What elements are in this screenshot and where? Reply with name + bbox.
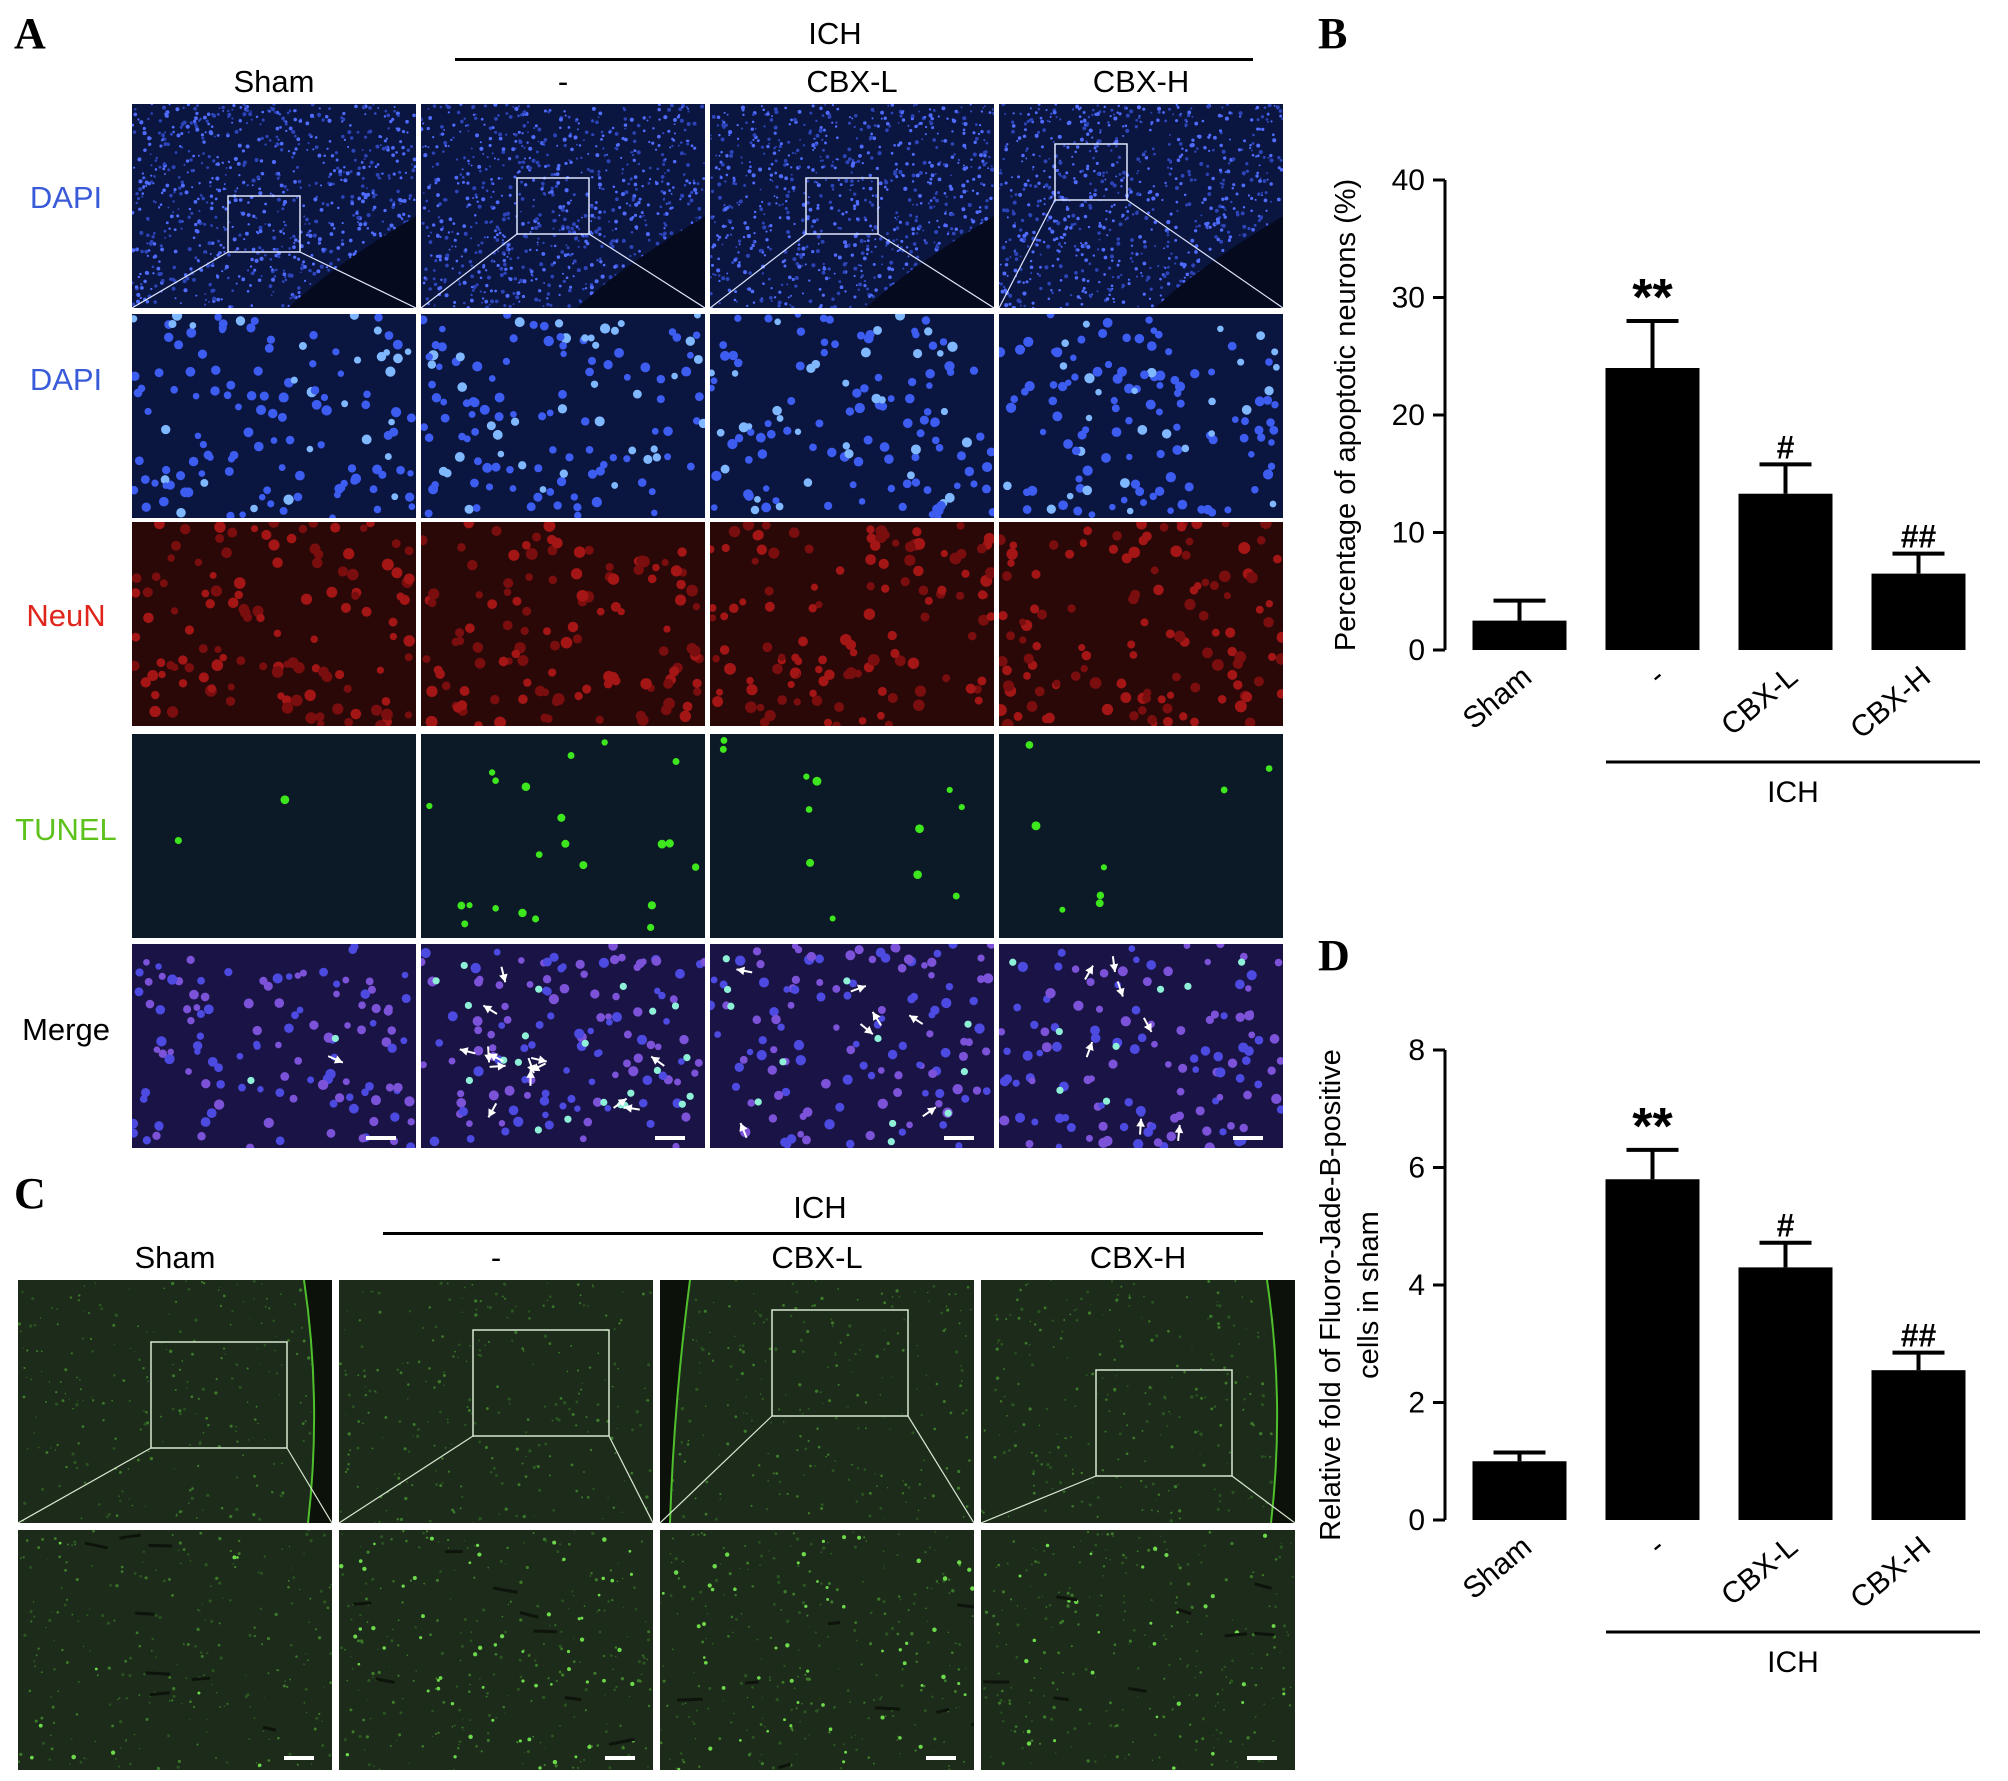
micrograph-dapi-cbx-l (710, 314, 994, 518)
panel-c-col-sham: Sham (134, 1240, 216, 1275)
bar-d-1 (1605, 1179, 1700, 1520)
y-tick-label-b-3: 30 (1392, 282, 1425, 315)
significance-mark-b-3: ## (1901, 519, 1937, 555)
micrograph-dapi-ich (421, 314, 705, 518)
significance-mark-b-2: # (1777, 429, 1795, 465)
micrograph-neun-cbx-h (999, 522, 1283, 726)
bar-b-1 (1605, 368, 1700, 650)
category-label-d-1: - (1642, 1530, 1671, 1562)
y-axis-label-b: Percentage of apoptotic neurons (%) (1330, 179, 1362, 651)
bar-d-2 (1738, 1267, 1833, 1520)
micrograph-merge-cbx-l (710, 944, 994, 1148)
panel-a-row-label-merge: Merge (22, 1012, 110, 1047)
panel-a-group-line (455, 58, 1253, 61)
panel-a-row-label-dapi-overview: DAPI (29, 180, 103, 215)
panel-a-row-label-dapi: DAPI (29, 362, 103, 397)
micrograph-merge-ich (421, 944, 705, 1148)
micrograph-neun-sham (132, 522, 416, 726)
micrograph-dapi-overview-sham (132, 104, 416, 308)
panel-c-group-line (383, 1232, 1263, 1235)
micrograph-dapi-overview-cbx-l (710, 104, 994, 308)
micrograph-neun-ich (421, 522, 705, 726)
y-tick-label-d-2: 4 (1408, 1269, 1425, 1302)
y-tick-label-b-4: 40 (1392, 164, 1425, 197)
micrograph-tunel-ich (421, 734, 705, 938)
panel-c-col-ich: - (490, 1240, 502, 1275)
panel-b-bar-chart: 0 10 20 30 40 Percentage of apoptotic neurons… (1330, 164, 1980, 809)
fjb-micrograph-zoom-ich (339, 1530, 653, 1770)
fjb-micrograph-overview-sham (18, 1280, 332, 1523)
category-label-d-0: Sham (1457, 1530, 1538, 1606)
category-label-b-2: CBX-L (1715, 660, 1804, 742)
fjb-micrograph-zoom-sham (18, 1530, 332, 1770)
panel-a-col-cbx-h: CBX-H (1092, 64, 1190, 99)
panel-label-a: A (14, 9, 46, 58)
micrograph-dapi-sham (132, 314, 416, 518)
micrograph-dapi-overview-ich (421, 104, 705, 308)
micrograph-tunel-cbx-h (999, 734, 1283, 938)
y-axis-label-line-d-0: Relative fold of Fluoro-Jade-B-positive (1315, 1049, 1347, 1541)
bar-d-3 (1871, 1370, 1966, 1520)
y-axis-label-line-d-1: cells in sham (1353, 1211, 1385, 1379)
micrograph-tunel-sham (132, 734, 416, 938)
micrograph-merge-cbx-h (999, 944, 1283, 1148)
category-label-b-3: CBX-H (1844, 660, 1937, 745)
fjb-micrograph-zoom-cbx-h (981, 1530, 1295, 1770)
panel-label-c: C (14, 1169, 46, 1218)
category-label-b-1: - (1642, 660, 1671, 692)
micrograph-tunel-cbx-l (710, 734, 994, 938)
panel-c-group-label: ICH (793, 1190, 847, 1225)
panel-label-b: B (1318, 9, 1348, 58)
y-tick-label-d-1: 2 (1408, 1387, 1425, 1420)
micrograph-dapi-cbx-h (999, 314, 1283, 518)
fjb-micrograph-overview-cbx-h (981, 1280, 1295, 1523)
bar-b-2 (1738, 493, 1833, 650)
panel-a-col-sham: Sham (233, 64, 315, 99)
panel-label-d: D (1318, 931, 1350, 980)
micrograph-neun-cbx-l (710, 522, 994, 726)
y-tick-label-b-1: 10 (1392, 517, 1425, 550)
y-tick-label-b-0: 0 (1408, 634, 1425, 667)
panel-c-col-cbx-h: CBX-H (1089, 1240, 1187, 1275)
fjb-micrograph-overview-cbx-l (660, 1280, 974, 1523)
group-label-d: ICH (1767, 1646, 1819, 1679)
panel-a-row-label-tunel: TUNEL (15, 812, 117, 847)
category-label-d-3: CBX-H (1844, 1530, 1937, 1615)
significance-mark-d-2: # (1777, 1208, 1795, 1244)
significance-mark-b-1: ** (1632, 269, 1673, 327)
panel-c-image-grid (18, 1280, 1295, 1770)
bar-d-0 (1472, 1461, 1567, 1520)
panel-a-col-cbx-l: CBX-L (806, 64, 898, 99)
significance-mark-d-1: ** (1632, 1098, 1673, 1156)
fjb-micrograph-zoom-cbx-l (660, 1530, 974, 1770)
fjb-micrograph-overview-ich (339, 1280, 653, 1523)
category-label-b-0: Sham (1457, 660, 1538, 736)
y-tick-label-d-3: 6 (1408, 1152, 1425, 1185)
panel-a-col-ich: - (557, 64, 569, 99)
category-label-d-2: CBX-L (1715, 1530, 1804, 1612)
significance-mark-d-3: ## (1901, 1318, 1937, 1354)
micrograph-merge-sham (132, 944, 416, 1148)
bar-b-0 (1472, 620, 1567, 650)
y-tick-label-d-4: 8 (1408, 1034, 1425, 1067)
bar-b-3 (1871, 573, 1966, 650)
panel-a-image-grid (0, 0, 1300, 1160)
micrograph-dapi-overview-cbx-h (999, 104, 1283, 308)
panel-c-col-cbx-l: CBX-L (771, 1240, 863, 1275)
group-label-b: ICH (1767, 776, 1819, 809)
y-tick-label-d-0: 0 (1408, 1504, 1425, 1537)
y-tick-label-b-2: 20 (1392, 399, 1425, 432)
panel-a-group-label: ICH (808, 16, 862, 51)
panel-a-row-label-neun: NeuN (26, 598, 106, 633)
panel-d-bar-chart: 0 2 4 6 8 Relative fold of Fluoro-Jade-B-posi… (1315, 1034, 1980, 1679)
